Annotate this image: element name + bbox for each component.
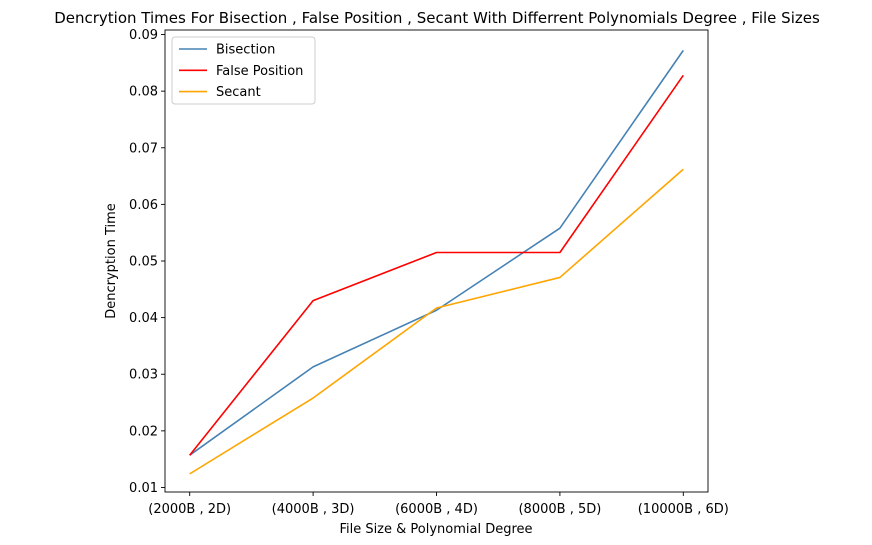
x-tick-label: (6000B , 4D) [395, 502, 478, 517]
legend-label: Bisection [216, 43, 275, 58]
x-axis-label: File Size & Polynomial Degree [339, 522, 532, 537]
legend-label: Secant [216, 85, 261, 100]
legend-label: False Position [216, 64, 303, 79]
y-tick-label: 0.01 [129, 481, 158, 496]
series-lines [189, 49, 684, 475]
y-tick-label: 0.08 [129, 85, 158, 100]
x-axis: (2000B , 2D) (4000B , 3D) (6000B , 4D) (800… [148, 492, 729, 517]
y-axis-label: Dencryption Time [104, 203, 119, 319]
y-tick-label: 0.06 [129, 198, 158, 213]
legend: Bisection False Position Secant [171, 36, 316, 105]
x-tick-label: (2000B , 2D) [148, 502, 231, 517]
chart-title: Dencrytion Times For Bisection , False P… [54, 9, 820, 27]
y-tick-label: 0.05 [129, 255, 158, 270]
y-tick-label: 0.02 [129, 424, 158, 439]
series-line-false-position [189, 74, 684, 456]
y-tick-label: 0.04 [129, 311, 158, 326]
series-line-secant [189, 168, 684, 475]
x-tick-label: (4000B , 3D) [272, 502, 355, 517]
y-tick-label: 0.07 [129, 141, 158, 156]
y-tick-label: 0.09 [129, 28, 158, 43]
x-tick-label: (10000B , 6D) [638, 502, 729, 517]
x-tick-label: (8000B , 5D) [518, 502, 601, 517]
series-line-bisection [189, 49, 684, 456]
y-axis: 0.01 0.02 0.03 0.04 0.05 0.06 0.07 0.08 0.09 [129, 28, 165, 496]
legend-box [171, 36, 316, 105]
y-tick-label: 0.03 [129, 368, 158, 383]
